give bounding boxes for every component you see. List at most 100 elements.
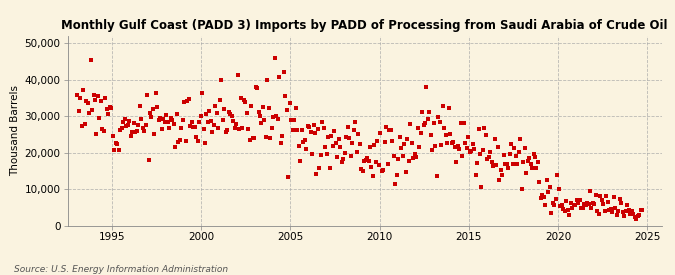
Point (545, 185, 556, 189)
Point (185, 123, 196, 128)
Point (97, 127, 108, 131)
Point (408, 156, 418, 160)
Point (472, 160, 483, 165)
Point (455, 121, 466, 125)
Point (604, 207, 615, 212)
Point (182, 99, 192, 103)
Point (258, 104, 269, 109)
Point (326, 133, 337, 138)
Point (116, 126, 127, 130)
Point (500, 162, 511, 166)
Point (558, 207, 568, 211)
Point (112, 142, 123, 147)
Point (585, 189, 595, 193)
Point (493, 145, 504, 149)
Point (165, 116, 176, 120)
Point (485, 149, 496, 154)
Point (219, 107, 230, 112)
Point (601, 194, 612, 198)
Point (543, 190, 554, 194)
Point (201, 112, 212, 116)
Point (288, 128, 298, 132)
Point (487, 160, 497, 164)
Point (286, 117, 296, 122)
Point (170, 144, 181, 149)
Point (131, 128, 142, 133)
Point (253, 109, 264, 114)
Point (215, 97, 225, 102)
Point (75, 96, 86, 100)
Point (567, 206, 578, 211)
Point (619, 213, 630, 218)
Point (271, 114, 281, 118)
Point (221, 130, 232, 134)
Point (618, 210, 628, 214)
Point (143, 158, 154, 162)
Point (152, 105, 163, 109)
Point (562, 208, 573, 212)
Point (356, 167, 367, 172)
Point (206, 119, 217, 123)
Point (130, 130, 140, 134)
Point (88, 92, 99, 97)
Point (519, 146, 530, 150)
Point (217, 118, 228, 122)
Point (226, 114, 237, 118)
Point (243, 127, 254, 131)
Point (148, 106, 159, 111)
Point (350, 120, 360, 124)
Point (310, 131, 321, 136)
Point (74, 109, 84, 114)
Point (250, 85, 261, 90)
Point (448, 140, 458, 144)
Point (348, 127, 359, 132)
Point (626, 209, 637, 213)
Point (384, 127, 395, 132)
Point (610, 206, 621, 211)
Point (319, 126, 329, 131)
Point (574, 198, 585, 203)
Point (565, 200, 576, 205)
Point (437, 104, 448, 108)
Point (142, 92, 153, 97)
Point (100, 96, 111, 101)
Point (460, 141, 470, 145)
Point (216, 77, 227, 82)
Point (623, 208, 634, 213)
Point (198, 126, 209, 131)
Point (92, 94, 103, 99)
Point (190, 134, 201, 139)
Point (369, 143, 380, 147)
Point (409, 152, 420, 156)
Point (200, 141, 211, 145)
Point (96, 99, 107, 103)
Point (362, 156, 373, 161)
Point (278, 70, 289, 75)
Point (84, 111, 95, 116)
Point (554, 186, 564, 191)
Point (430, 144, 441, 148)
Point (134, 104, 145, 108)
Point (357, 169, 368, 174)
Point (360, 158, 371, 162)
Point (115, 128, 126, 132)
Point (207, 130, 218, 134)
Point (79, 122, 90, 126)
Point (429, 121, 439, 125)
Point (228, 119, 239, 123)
Point (298, 140, 308, 145)
Point (515, 137, 526, 141)
Point (510, 154, 521, 159)
Point (546, 211, 557, 215)
Point (587, 201, 598, 206)
Point (106, 106, 117, 111)
Point (151, 90, 161, 95)
Point (516, 187, 527, 192)
Point (478, 148, 489, 152)
Point (113, 148, 124, 152)
Point (128, 121, 139, 125)
Point (241, 111, 252, 115)
Point (308, 123, 319, 127)
Point (252, 86, 263, 90)
Point (547, 201, 558, 205)
